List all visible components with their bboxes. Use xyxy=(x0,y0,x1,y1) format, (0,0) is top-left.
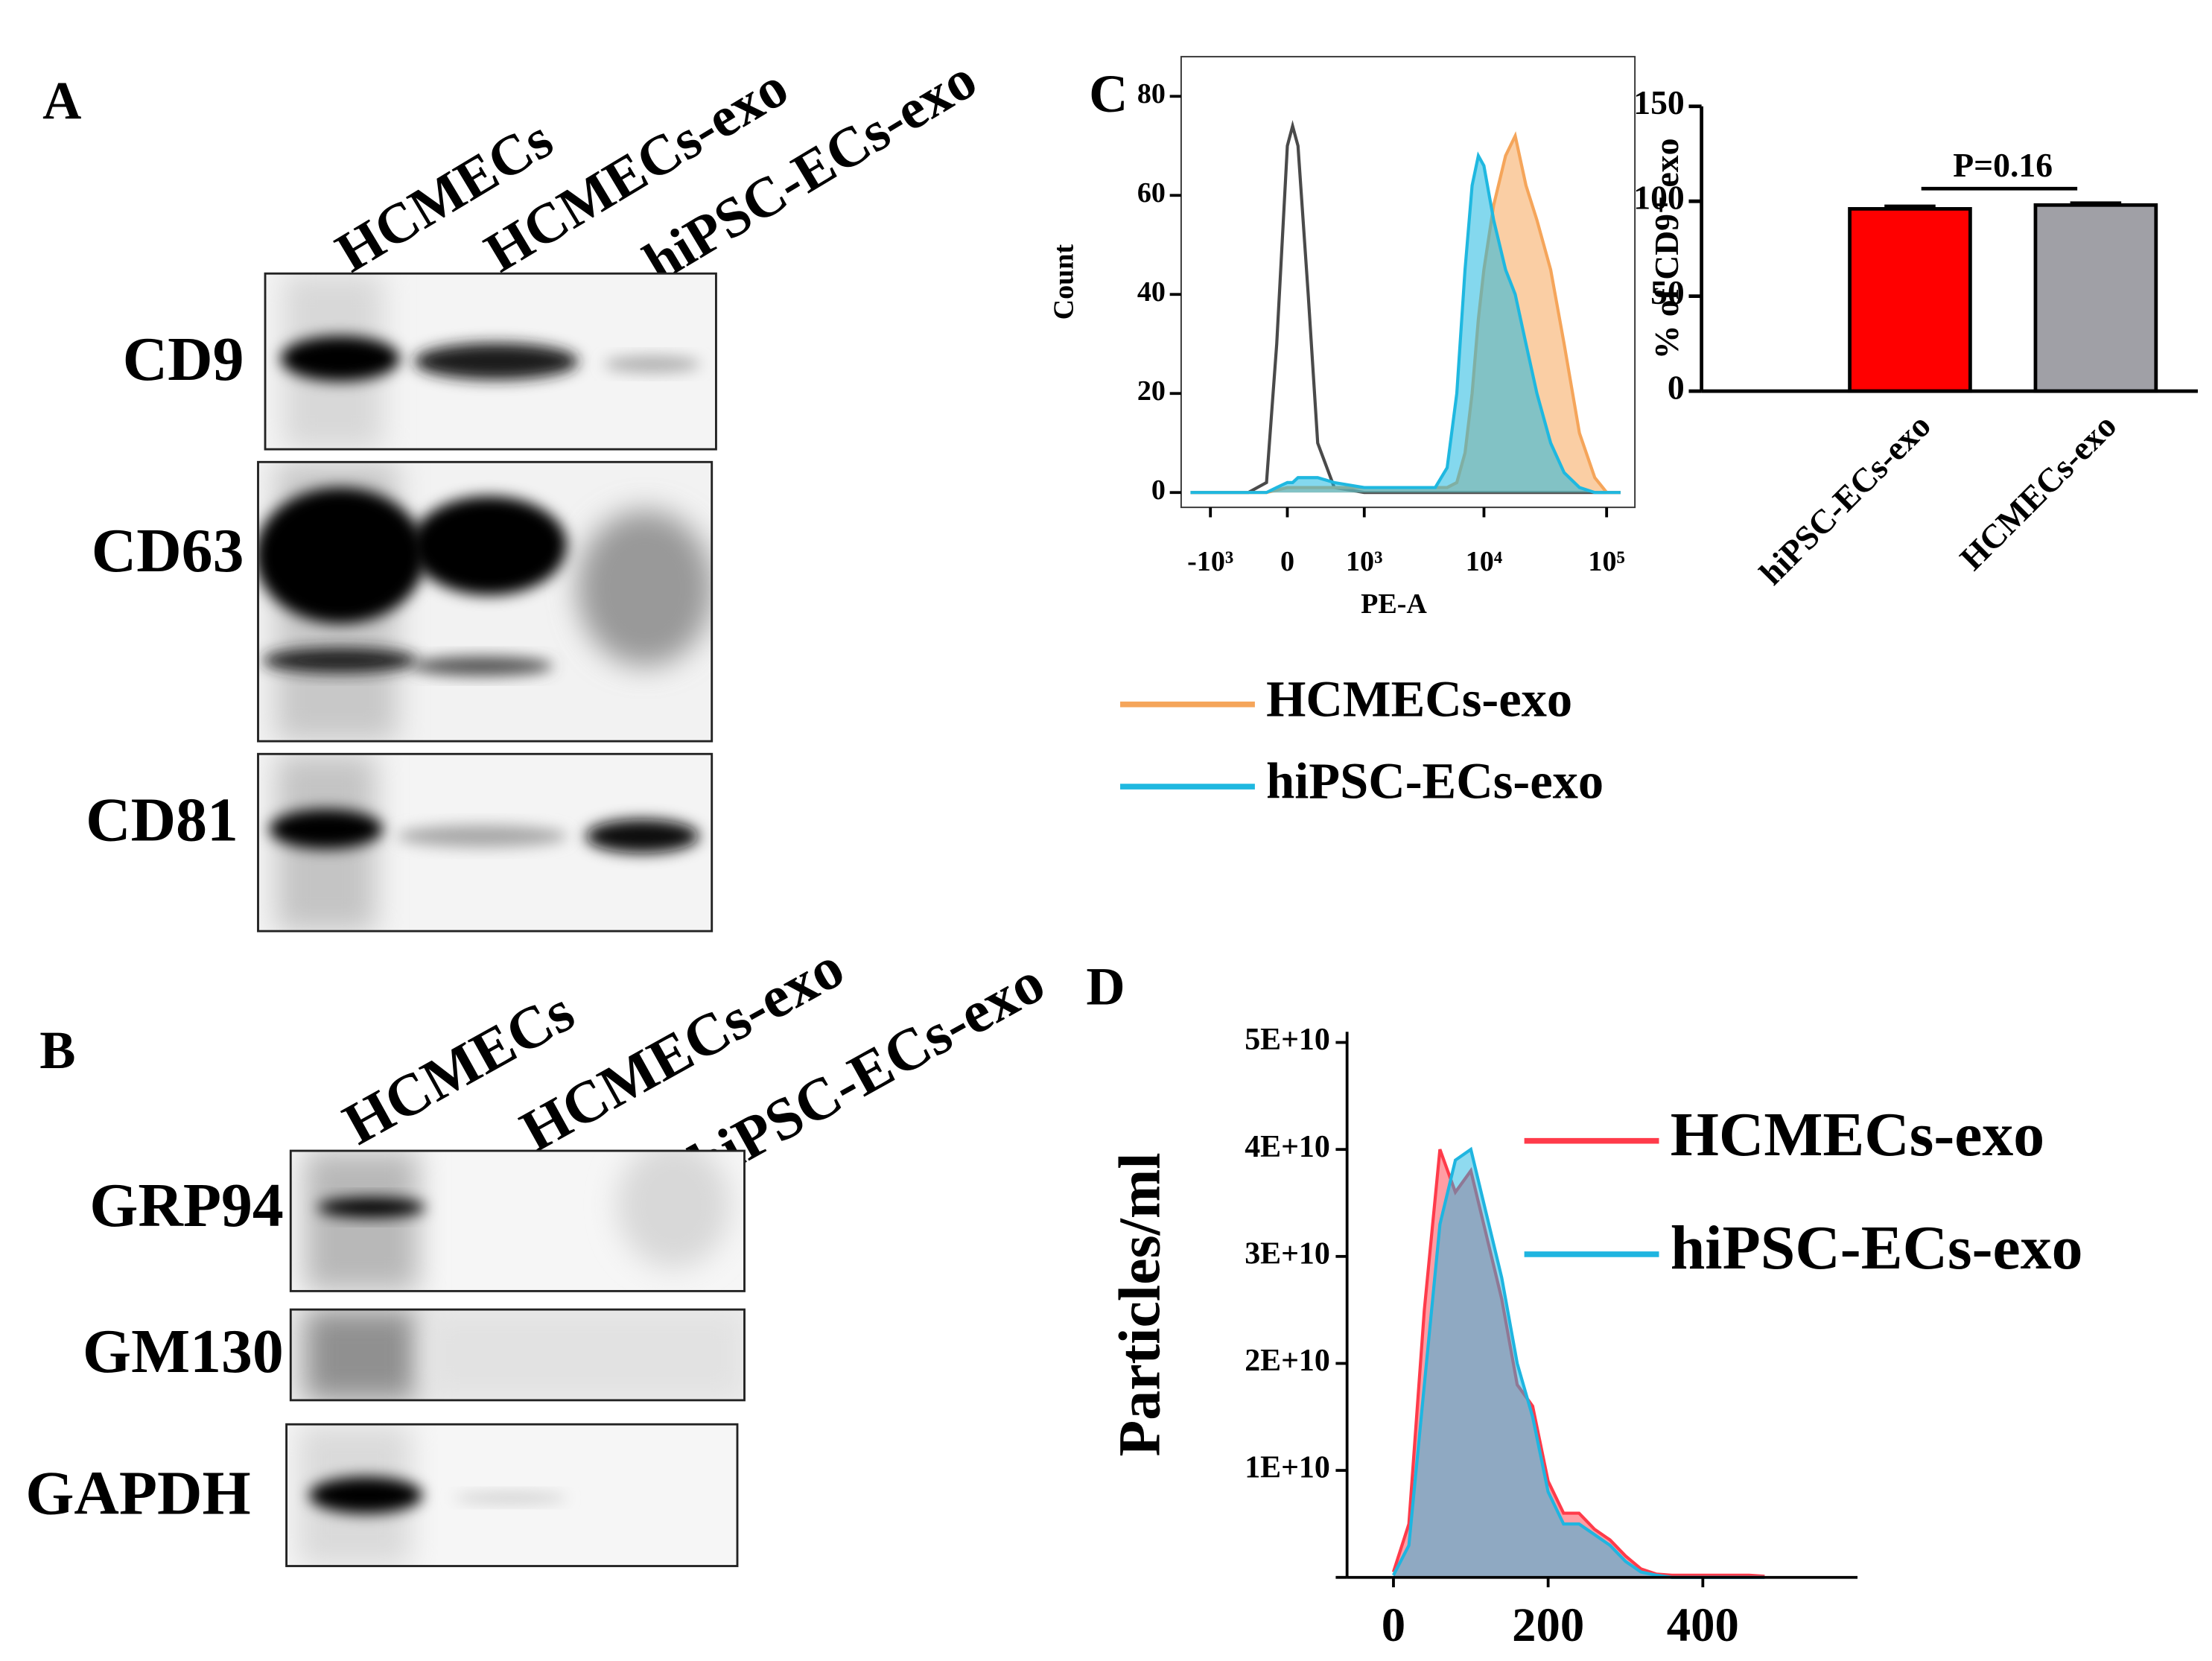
panel-label: D xyxy=(1086,957,1125,1017)
legend-label: hiPSC-ECs-exo xyxy=(1266,753,1604,810)
blot-frame xyxy=(264,272,717,451)
bar xyxy=(2033,203,2158,393)
y-axis-label: Count xyxy=(1048,244,1079,320)
blot-frame xyxy=(285,1423,739,1567)
blot xyxy=(290,1151,745,1292)
y-tick-label: 2E+10 xyxy=(1245,1344,1330,1378)
blot-frame xyxy=(289,1308,746,1402)
row-label: GRP94 xyxy=(89,1171,284,1240)
error-bar xyxy=(2070,201,2122,206)
y-tick-label: 50 xyxy=(1650,273,1685,311)
annotation: P=0.16 xyxy=(1953,146,2053,184)
y-tick-label: 40 xyxy=(1137,276,1166,308)
row-label: CD9 xyxy=(123,325,244,394)
y-tick-label: 0 xyxy=(1151,474,1166,506)
area xyxy=(1190,136,1621,493)
blot xyxy=(258,462,712,742)
x-tick-label: 200 xyxy=(1512,1598,1584,1651)
y-tick-label: 20 xyxy=(1137,375,1166,407)
x-tick-label: HCMECs-exo xyxy=(1952,406,2123,577)
x-tick-label: 0 xyxy=(1280,546,1294,577)
y-tick-label: 3E+10 xyxy=(1245,1236,1330,1271)
x-tick-label: 0 xyxy=(1382,1598,1405,1651)
legend-label: HCMECs-exo xyxy=(1266,670,1572,727)
line xyxy=(1190,151,1621,495)
x-tick-label: -10³ xyxy=(1187,546,1233,577)
x-tick-label: hiPSC-ECs-exo xyxy=(1752,406,1938,591)
y-tick-label: 80 xyxy=(1137,78,1166,109)
y-tick-label: 0 xyxy=(1668,369,1685,407)
panel-label: B xyxy=(39,1020,75,1080)
panel-label: A xyxy=(42,71,81,130)
plot-frame xyxy=(1180,56,1636,509)
blot xyxy=(265,273,716,450)
blot-frame xyxy=(257,460,714,743)
blot xyxy=(258,754,712,932)
legend-label: HCMECs-exo xyxy=(1671,1100,2044,1169)
area xyxy=(1190,156,1621,493)
blot xyxy=(290,1309,745,1400)
blot xyxy=(286,1424,737,1566)
blot-frame xyxy=(289,1149,746,1292)
legend-label: hiPSC-ECs-exo xyxy=(1671,1213,2083,1283)
row-label: CD63 xyxy=(92,516,244,585)
y-tick-label: 5E+10 xyxy=(1245,1023,1330,1057)
row-label: CD81 xyxy=(86,786,238,855)
y-axis-label: % of CD9⁺ exo xyxy=(1647,139,1685,360)
panel-label: C xyxy=(1089,64,1128,124)
blot-frame xyxy=(257,752,714,933)
x-tick-label: 10⁵ xyxy=(1588,546,1624,577)
area xyxy=(1393,1149,1765,1578)
x-axis-label: PE-A xyxy=(1361,588,1427,620)
y-tick-label: 1E+10 xyxy=(1245,1451,1330,1485)
row-label: GM130 xyxy=(83,1317,284,1386)
y-axis-label: Particles/ml xyxy=(1107,1152,1173,1456)
bar xyxy=(1848,207,1972,393)
error-bar xyxy=(1884,204,1936,209)
y-tick-label: 100 xyxy=(1633,179,1685,217)
y-tick-label: 60 xyxy=(1137,177,1166,209)
y-tick-label: 150 xyxy=(1633,83,1685,121)
row-label: GAPDH xyxy=(25,1458,250,1528)
x-tick-label: 10³ xyxy=(1346,546,1382,577)
x-tick-label: 400 xyxy=(1667,1598,1739,1651)
y-tick-label: 4E+10 xyxy=(1245,1130,1330,1164)
x-tick-label: 10⁴ xyxy=(1466,546,1503,577)
